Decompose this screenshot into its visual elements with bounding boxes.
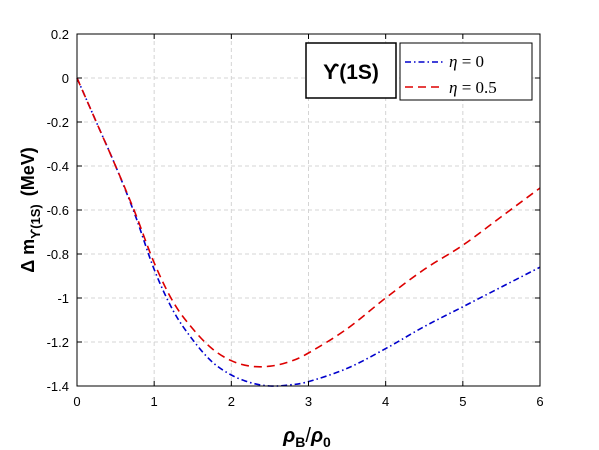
y-axis-label: Δ mϒ(1S)(MeV) — [18, 147, 43, 273]
y-tick-label: 0.2 — [51, 27, 69, 42]
legend-label-eta-0-5: η = 0.5 — [449, 78, 497, 97]
y-tick-label: -0.2 — [47, 115, 69, 130]
x-tick-label: 1 — [151, 394, 158, 409]
x-tick-label: 0 — [73, 394, 80, 409]
y-tick-label: -1.2 — [47, 335, 69, 350]
x-tick-label: 3 — [305, 394, 312, 409]
annotation-label: ϒ(1S) — [323, 61, 379, 84]
y-tick-label: 0 — [62, 71, 69, 86]
x-tick-label: 5 — [459, 394, 466, 409]
legend-box — [399, 42, 533, 101]
y-tick-label: -1 — [57, 291, 69, 306]
y-tick-label: -0.8 — [47, 247, 69, 262]
x-tick-label: 6 — [536, 394, 543, 409]
series-line-eta-0-5 — [76, 77, 541, 368]
annotation-box: ϒ(1S) — [305, 42, 397, 99]
series-layer — [76, 77, 541, 387]
x-tick-label: 4 — [382, 394, 389, 409]
legend-label-eta-0: η = 0 — [449, 52, 484, 71]
legend: η = 0 η = 0.5 — [399, 42, 533, 101]
x-tick-label: 2 — [228, 394, 235, 409]
series-line-eta-0 — [76, 77, 541, 387]
y-tick-label: -1.4 — [47, 379, 69, 394]
x-axis-label: ρB/ρ0 — [282, 425, 331, 450]
y-tick-label: -0.4 — [47, 159, 69, 174]
tick-layer: 0 1 2 3 4 5 6 0.2 0 -0.2 -0.4 -0.6 -0.8 -1 -1.2 -1.4 — [47, 27, 544, 409]
y-tick-label: -0.6 — [47, 203, 69, 218]
